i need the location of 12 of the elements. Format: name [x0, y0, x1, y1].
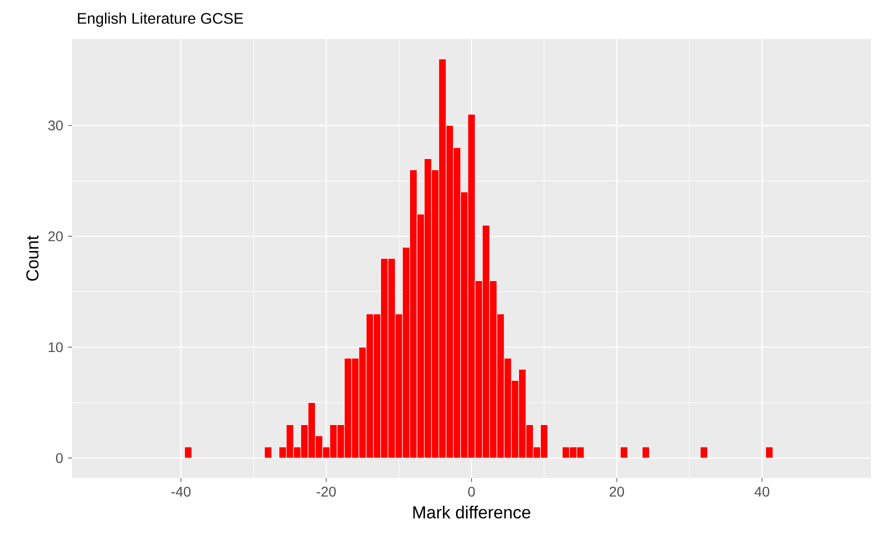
y-tick-label: 30	[48, 120, 63, 130]
y-tick-label: 20	[48, 231, 63, 242]
x-axis-title: Mark difference	[413, 506, 530, 519]
chart-title: English Literature GCSE	[78, 12, 244, 27]
x-tick-label: -20	[316, 486, 336, 497]
x-tick-label: 20	[610, 486, 624, 497]
y-axis-title: Count	[26, 236, 39, 281]
x-tick-label: 0	[468, 486, 475, 497]
y-tick-label: 0	[56, 453, 63, 464]
y-tick-label: 10	[48, 342, 63, 352]
x-tick-label: 40	[754, 486, 770, 497]
x-tick-label: -40	[171, 486, 191, 497]
